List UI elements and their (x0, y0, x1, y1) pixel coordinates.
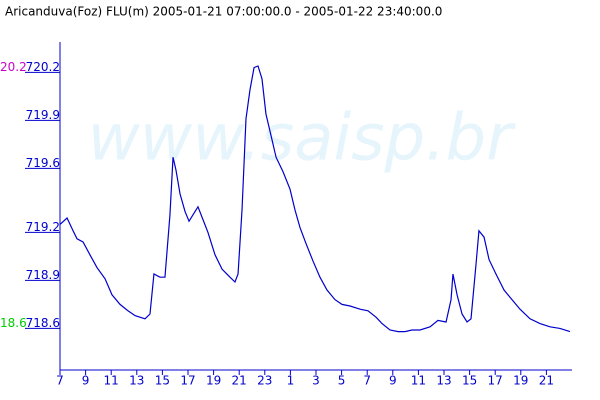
watermark: www.saisp.br (88, 102, 517, 176)
x-tick-label: 21 (539, 374, 554, 388)
data-line (59, 65, 571, 333)
x-tick-label: 11 (104, 374, 119, 388)
x-tick-label: 23 (257, 374, 272, 388)
x-tick-label: 9 (389, 374, 397, 388)
x-tick-label: 9 (82, 374, 90, 388)
x-tick-label: 17 (180, 374, 195, 388)
x-tick-label: 7 (363, 374, 371, 388)
chart-title: Aricanduva(Foz) FLU(m) 2005-01-21 07:00:… (5, 5, 442, 19)
y-tick-label: 719.9 (26, 108, 60, 122)
max-label: 20.2 (0, 60, 27, 74)
x-tick-label: 15 (155, 374, 170, 388)
y-tick-label: 720.2 (26, 60, 60, 74)
y-tick-label: 719.2 (26, 220, 60, 234)
min-label: 18.6 (0, 316, 27, 330)
x-tick-label: 13 (436, 374, 451, 388)
y-tick-label: 718.9 (26, 268, 60, 282)
x-tick-label: 21 (232, 374, 247, 388)
x-tick-label: 19 (513, 374, 528, 388)
y-tick-label: 719.6 (26, 156, 60, 170)
x-tick-label: 15 (462, 374, 477, 388)
y-tick-label: 718.6 (26, 316, 60, 330)
x-tick-label: 11 (411, 374, 426, 388)
x-tick-label: 3 (312, 374, 320, 388)
x-tick-label: 19 (206, 374, 221, 388)
x-tick-label: 7 (56, 374, 64, 388)
x-tick-label: 1 (287, 374, 295, 388)
x-tick-label: 5 (338, 374, 346, 388)
x-tick-label: 13 (129, 374, 144, 388)
x-tick-label: 17 (488, 374, 503, 388)
